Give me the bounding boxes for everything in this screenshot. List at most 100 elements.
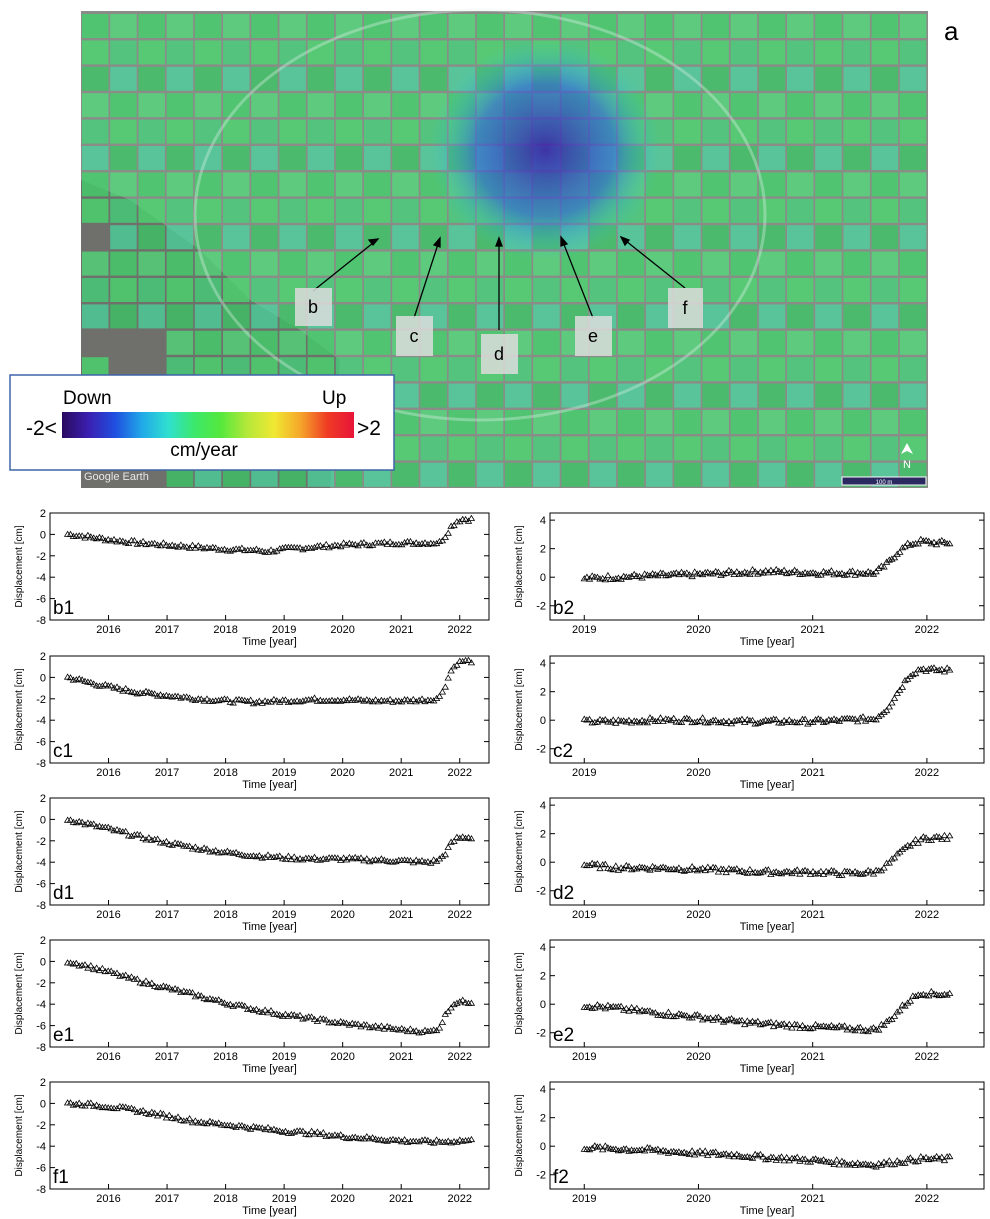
velocity-tile [167, 67, 194, 91]
velocity-tile [843, 93, 870, 117]
velocity-tile [392, 67, 419, 91]
velocity-tile [533, 436, 560, 460]
velocity-tile [449, 278, 476, 302]
velocity-tile [872, 93, 899, 117]
y-axis-label: Displacement [cm] [14, 668, 25, 750]
velocity-tile [533, 331, 560, 355]
velocity-tile [674, 67, 701, 91]
velocity-tile [336, 199, 363, 223]
velocity-tile [674, 40, 701, 64]
velocity-tile [815, 331, 842, 355]
north-label: N [903, 459, 911, 471]
velocity-tile [702, 357, 729, 381]
velocity-tile [279, 120, 306, 144]
velocity-tile [674, 384, 701, 408]
velocity-tile [364, 304, 391, 328]
velocity-tile [392, 278, 419, 302]
y-tick-label: 0 [540, 572, 546, 584]
velocity-tile [787, 40, 814, 64]
x-tick-label: 2020 [686, 624, 710, 636]
velocity-tile [561, 436, 588, 460]
velocity-tile [138, 172, 165, 196]
velocity-tile [702, 384, 729, 408]
velocity-tile [392, 436, 419, 460]
data-point [439, 1020, 445, 1025]
data-point [236, 1002, 242, 1007]
velocity-tile [900, 93, 927, 117]
x-tick-label: 2020 [686, 1051, 710, 1063]
x-tick-label: 2016 [96, 1193, 120, 1205]
velocity-tile [702, 40, 729, 64]
velocity-tile [167, 172, 194, 196]
velocity-tile [759, 278, 786, 302]
point-label-f: f [668, 288, 703, 328]
velocity-tile [787, 146, 814, 170]
velocity-tile [759, 120, 786, 144]
velocity-tile [702, 463, 729, 487]
velocity-tile [449, 14, 476, 38]
y-tick-label: -4 [36, 1141, 46, 1153]
colorbar-legend: Down Up -2< >2 cm/year [10, 375, 394, 470]
velocity-tile [251, 120, 278, 144]
velocity-tile [392, 225, 419, 249]
x-tick-label: 2017 [155, 1051, 179, 1063]
data-point [373, 697, 379, 702]
velocity-tile [646, 410, 673, 434]
data-point [881, 865, 887, 870]
data-point [702, 1148, 708, 1153]
data-point [445, 845, 451, 850]
data-point [236, 1123, 242, 1128]
panel-label: c2 [553, 741, 573, 762]
y-tick-label: -2 [536, 744, 546, 756]
velocity-tile [167, 225, 194, 249]
velocity-tile [872, 384, 899, 408]
velocity-tile [195, 278, 222, 302]
plot-frame [550, 798, 984, 905]
x-tick-label: 2020 [686, 1193, 710, 1205]
plot-frame [50, 656, 489, 763]
data-point [88, 963, 94, 968]
velocity-tile [731, 93, 758, 117]
velocity-tile [505, 384, 532, 408]
velocity-tile [195, 40, 222, 64]
velocity-tile [82, 252, 109, 276]
plot-e1: -8-6-4-2022016 2017 2018 2019 2020 2021 2022Ti… [10, 932, 495, 1077]
x-tick-label: 2022 [447, 1193, 471, 1205]
panel-label: e1 [53, 1025, 74, 1046]
velocity-tile [872, 120, 899, 144]
velocity-tile [900, 40, 927, 64]
velocity-tile [308, 67, 335, 91]
velocity-tile [674, 463, 701, 487]
velocity-tile [646, 463, 673, 487]
velocity-tile [702, 120, 729, 144]
x-tick-label: 2017 [155, 767, 179, 779]
velocity-tile [843, 384, 870, 408]
velocity-tile [900, 146, 927, 170]
point-label-d: d [481, 334, 518, 374]
point-label-b: b [295, 288, 332, 326]
plot-frame [50, 1082, 489, 1189]
velocity-tile [590, 278, 617, 302]
y-tick-label: -4 [36, 857, 46, 869]
y-tick-label: 2 [540, 1113, 546, 1125]
velocity-tile [646, 384, 673, 408]
velocity-tile [702, 67, 729, 91]
velocity-tile [392, 384, 419, 408]
velocity-tile [702, 172, 729, 196]
y-tick-label: -2 [536, 1028, 546, 1040]
velocity-tile [702, 146, 729, 170]
velocity-tile [477, 463, 504, 487]
velocity-tile [533, 357, 560, 381]
velocity-tile [308, 120, 335, 144]
velocity-tile [364, 40, 391, 64]
panel-label: d1 [53, 883, 74, 904]
y-tick-label: -2 [36, 1120, 46, 1132]
velocity-tile [138, 199, 165, 223]
y-tick-label: 0 [540, 999, 546, 1011]
point-label-e: e [575, 316, 612, 356]
velocity-tile [82, 278, 109, 302]
velocity-tile [392, 172, 419, 196]
data-point [402, 857, 408, 862]
svg-text:b: b [308, 297, 318, 317]
panel-label: f2 [553, 1167, 569, 1188]
